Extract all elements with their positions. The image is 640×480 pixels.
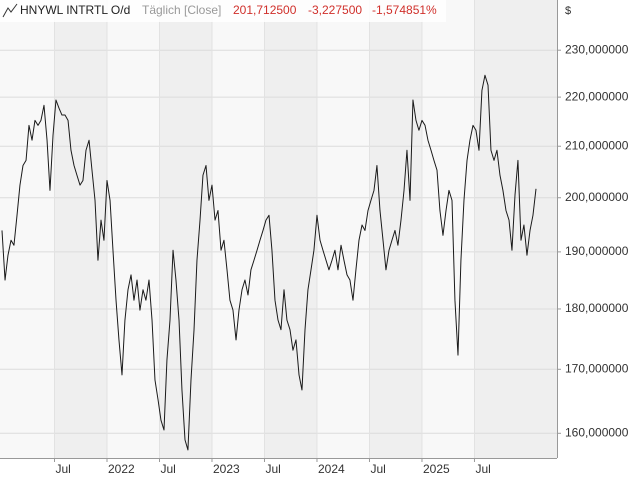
x-tick-label: Jul [55, 462, 70, 476]
background-band [0, 0, 55, 458]
chart-subtitle: Täglich [Close] [142, 3, 221, 17]
x-tick-label: 2023 [213, 462, 240, 476]
background-band [211, 0, 265, 458]
plot-background [0, 0, 557, 458]
x-tick-label: Jul [370, 462, 385, 476]
y-tick-label: 170,000000 [565, 361, 629, 375]
background-band [54, 0, 107, 458]
x-tick-label: 2024 [318, 462, 345, 476]
background-band [421, 0, 475, 458]
change-percent: -1,574851% [372, 3, 437, 17]
background-band [264, 0, 317, 458]
background-band [159, 0, 212, 458]
x-tick-label: Jul [265, 462, 280, 476]
y-tick-label: 190,000000 [565, 244, 629, 258]
grid [0, 0, 561, 462]
x-tick-label: 2025 [423, 462, 450, 476]
y-tick-label: 160,000000 [565, 425, 629, 439]
price-line [1, 74, 537, 451]
x-tick-label: 2022 [108, 462, 135, 476]
y-tick-label: 180,000000 [565, 301, 629, 315]
background-band [106, 0, 160, 458]
x-tick-label: Jul [475, 462, 490, 476]
change-absolute: -3,227500 [308, 3, 362, 17]
y-tick-label: 220,000000 [565, 89, 629, 103]
series-layer [1, 74, 537, 451]
background-band [369, 0, 422, 458]
y-tick-label: 210,000000 [565, 138, 629, 152]
background-band [474, 0, 557, 458]
header-background [0, 0, 446, 22]
y-axis-unit: $ [565, 5, 571, 17]
line-icon [2, 3, 18, 18]
x-tick-label: Jul [160, 462, 175, 476]
chart-title: HNYWL INTRTL O/d [20, 3, 130, 17]
last-price: 201,712500 [233, 3, 297, 17]
y-tick-label: 230,000000 [565, 42, 629, 56]
y-tick-label: 200,000000 [565, 190, 629, 204]
